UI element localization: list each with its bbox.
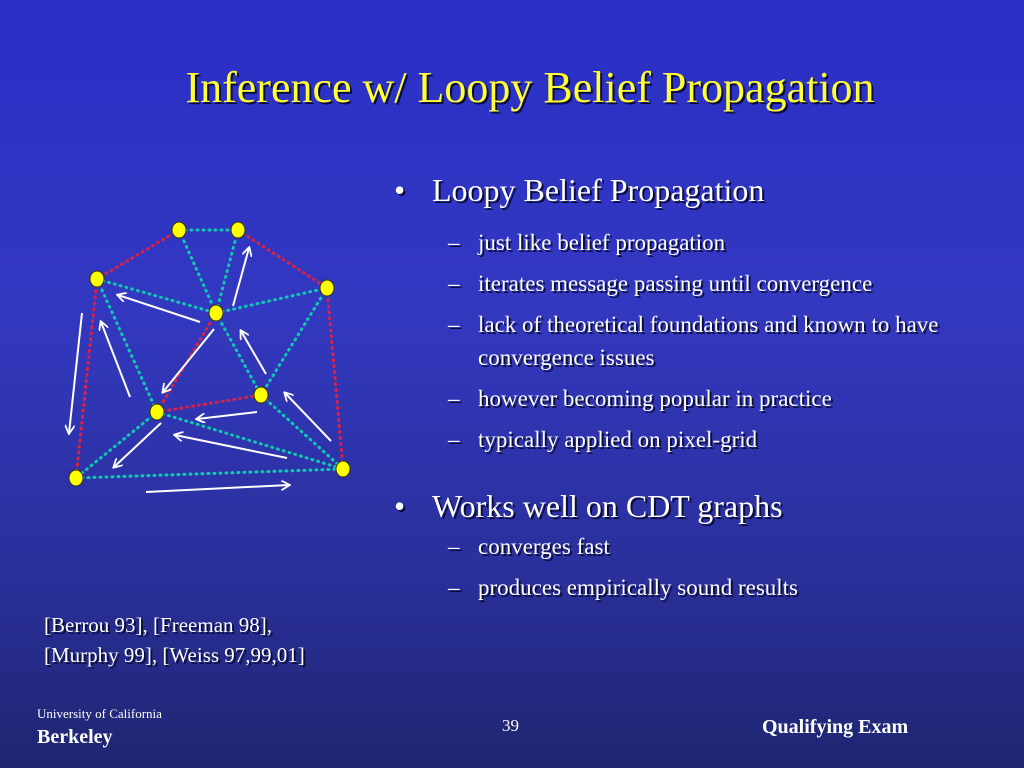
- message-arrow: [197, 411, 258, 419]
- teal-dotted-edge: [214, 228, 240, 315]
- sub-item: – lack of theoretical foundations and kno…: [390, 308, 1010, 374]
- dash-marker: –: [448, 312, 460, 337]
- red-dotted-edge: [236, 228, 329, 290]
- graph-node: [253, 386, 269, 404]
- graph-node: [319, 279, 335, 297]
- reference-line: [Berrou 93], [Freeman 98],: [44, 613, 273, 637]
- slide-title: Inference w/ Loopy Belief Propagation: [185, 63, 875, 112]
- red-dotted-edge: [325, 286, 345, 471]
- footer-campus: Berkeley: [37, 726, 113, 748]
- message-arrow: [163, 328, 215, 392]
- graph-node: [335, 460, 351, 478]
- dash-marker: –: [448, 427, 460, 452]
- red-dotted-edge: [74, 277, 99, 480]
- graph-node: [230, 221, 246, 239]
- sub-list-loopy-bp: – just like belief propagation – iterates …: [390, 226, 1010, 456]
- teal-dotted-edge: [74, 410, 159, 480]
- bullet-text: Works well on CDT graphs: [432, 488, 783, 524]
- sub-item-text: converges fast: [478, 534, 610, 559]
- sub-item-text: just like belief propagation: [478, 230, 726, 255]
- footer-event: Qualifying Exam: [762, 716, 909, 738]
- teal-dotted-edge: [95, 277, 159, 414]
- red-dotted-edge: [95, 228, 181, 281]
- bullet-text: Loopy Belief Propagation: [432, 172, 765, 208]
- bullet-marker: •: [394, 488, 406, 524]
- dash-marker: –: [448, 386, 460, 411]
- graph-node: [171, 221, 187, 239]
- teal-dotted-edge: [214, 311, 263, 397]
- reference-line: [Murphy 99], [Weiss 97,99,01]: [44, 643, 305, 667]
- sub-item: – however becoming popular in practice: [390, 382, 1010, 415]
- teal-dotted-edge: [259, 393, 345, 471]
- references: [Berrou 93], [Freeman 98], [Murphy 99], …: [44, 610, 305, 670]
- teal-dotted-edge: [74, 467, 345, 480]
- teal-dotted-edge: [155, 410, 345, 471]
- teal-dotted-edge: [259, 286, 329, 397]
- message-arrow: [114, 422, 162, 467]
- sub-item: – typically applied on pixel-grid: [390, 423, 1010, 456]
- graph-node: [208, 304, 224, 322]
- loopy-graph-diagram: [0, 221, 351, 493]
- sub-item-text: produces empirically sound results: [478, 575, 799, 600]
- page-number: 39: [502, 716, 519, 735]
- teal-dotted-edge: [95, 277, 218, 315]
- footer-university: University of California: [37, 706, 162, 721]
- dash-marker: –: [448, 534, 460, 559]
- graph-node: [89, 270, 105, 288]
- teal-dotted-edge: [177, 228, 218, 315]
- message-arrow: [118, 295, 201, 323]
- message-arrow: [175, 435, 288, 459]
- dash-marker: –: [448, 575, 460, 600]
- teal-dotted-edge: [214, 286, 329, 315]
- bullet-content: • Loopy Belief Propagation – just like be…: [390, 170, 1010, 612]
- message-arrow: [232, 248, 249, 307]
- sub-item-text: however becoming popular in practice: [478, 386, 832, 411]
- bullet-loopy-bp: • Loopy Belief Propagation: [390, 170, 1010, 210]
- sub-list-cdt-graphs: – converges fast – produces empirically so…: [390, 530, 1010, 604]
- sub-item: – converges fast: [390, 530, 1010, 563]
- red-dotted-edge: [155, 311, 218, 414]
- message-arrow: [241, 331, 267, 375]
- bullet-marker: •: [394, 172, 406, 208]
- message-arrow: [69, 312, 83, 433]
- graph-node: [68, 469, 84, 487]
- sub-item-text: typically applied on pixel-grid: [478, 427, 758, 452]
- sub-item: – just like belief propagation: [390, 226, 1010, 259]
- red-dotted-edge: [155, 393, 263, 414]
- dash-marker: –: [448, 271, 460, 296]
- graph-node: [149, 403, 165, 421]
- dash-marker: –: [448, 230, 460, 255]
- message-arrow: [101, 322, 131, 398]
- message-arrow: [285, 393, 332, 442]
- sub-item: – produces empirically sound results: [390, 571, 1010, 604]
- sub-item: – iterates message passing until converge…: [390, 267, 1010, 300]
- sub-item-text: lack of theoretical foundations and know…: [478, 312, 939, 370]
- bullet-cdt-graphs: • Works well on CDT graphs: [390, 486, 1010, 526]
- message-arrow: [145, 485, 289, 493]
- sub-item-text: iterates message passing until convergen…: [478, 271, 873, 296]
